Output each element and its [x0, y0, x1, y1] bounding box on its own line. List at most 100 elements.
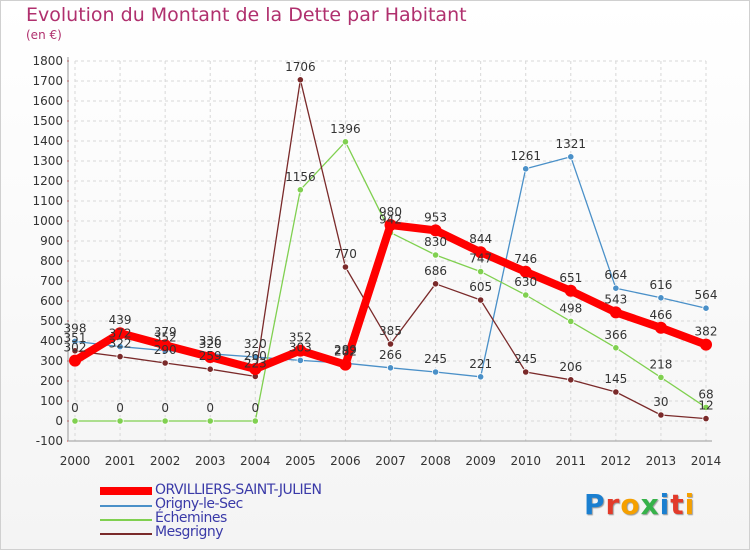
- x-tick-label: 2008: [420, 454, 451, 468]
- y-tick-label: -100: [36, 434, 63, 448]
- data-point: [296, 356, 304, 364]
- y-tick-label: 1100: [32, 194, 63, 208]
- data-label: 352: [154, 331, 177, 345]
- data-label: 0: [116, 401, 124, 415]
- data-label: 259: [199, 349, 222, 363]
- data-label: 351: [64, 331, 87, 345]
- data-point: [477, 267, 485, 276]
- data-label: 616: [649, 278, 672, 292]
- y-axis-ticks: -100 0 100 200 300 400 500 600 700 800 900 1000 1100…: [32, 54, 63, 448]
- data-point: [564, 284, 577, 297]
- data-point: [612, 284, 620, 292]
- data-label: 0: [71, 401, 79, 415]
- proxiti-logo: Proxiti: [584, 488, 695, 521]
- data-label: 439: [109, 313, 132, 327]
- data-point: [477, 373, 485, 381]
- data-point: [567, 376, 575, 384]
- data-label: 1706: [285, 60, 316, 74]
- x-tick-label: 2013: [646, 454, 677, 468]
- data-point: [71, 347, 79, 355]
- data-label: 686: [424, 264, 447, 278]
- data-point: [249, 363, 262, 375]
- series-0: [69, 219, 712, 375]
- series-3: [71, 76, 710, 423]
- data-label: 352: [289, 331, 312, 345]
- data-label: 1156: [285, 170, 316, 184]
- legend-label-orvilliers: ORVILLIERS-SAINT-JULIEN: [155, 482, 322, 498]
- data-point: [429, 224, 442, 237]
- data-point: [522, 368, 530, 376]
- data-point: [296, 76, 304, 84]
- x-tick-label: 2012: [601, 454, 632, 468]
- data-label: 145: [604, 372, 627, 386]
- x-tick-label: 2006: [330, 454, 361, 468]
- data-label: 223: [244, 356, 267, 370]
- data-point: [702, 403, 710, 411]
- data-label: 221: [469, 357, 492, 371]
- data-point: [609, 306, 622, 319]
- data-point: [116, 342, 124, 351]
- y-tick-label: 1400: [32, 134, 63, 148]
- data-point: [251, 417, 259, 425]
- y-tick-label: 300: [40, 354, 63, 368]
- data-label: 302: [64, 341, 87, 355]
- data-label: 630: [514, 275, 537, 289]
- x-tick-label: 2000: [60, 454, 91, 468]
- y-tick-label: 1600: [32, 94, 63, 108]
- data-point: [159, 339, 172, 352]
- y-tick-label: 0: [55, 414, 63, 428]
- data-point: [431, 251, 440, 259]
- data-point: [296, 186, 304, 194]
- logo-letter: r: [605, 488, 621, 521]
- data-label: 830: [424, 235, 447, 249]
- data-point: [612, 388, 620, 396]
- logo-letter: t: [670, 488, 685, 521]
- data-label: 651: [559, 271, 582, 285]
- y-tick-label: 1200: [32, 174, 63, 188]
- data-point: [522, 291, 530, 299]
- data-label: 245: [514, 352, 537, 366]
- data-point: [657, 294, 665, 302]
- data-label: 747: [469, 252, 492, 266]
- data-label: 770: [334, 247, 357, 261]
- logo-letter: x: [640, 488, 660, 521]
- data-label: 942: [379, 213, 402, 227]
- y-tick-label: 100: [40, 394, 63, 408]
- legend-swatch-orvilliers: [100, 487, 152, 495]
- data-point: [386, 340, 395, 348]
- data-point: [522, 165, 530, 173]
- data-point: [69, 354, 81, 367]
- data-label: 543: [604, 292, 627, 306]
- data-label: 366: [604, 328, 627, 342]
- y-tick-label: 500: [40, 314, 63, 328]
- x-axis-ticks: 2000 2001 2002 2003 2004 2005 2006 2007 2008 2009…: [60, 454, 722, 468]
- x-tick-label: 2001: [105, 454, 136, 468]
- data-label: 844: [469, 232, 492, 246]
- legend-label-origny: Origny-le-Sec: [155, 496, 243, 512]
- y-tick-label: 1500: [32, 114, 63, 128]
- x-tick-label: 2005: [285, 454, 316, 468]
- data-label: 303: [289, 340, 312, 354]
- x-tick-label: 2003: [195, 454, 226, 468]
- data-label: 1261: [510, 149, 541, 163]
- data-label: 320: [244, 337, 267, 351]
- y-tick-label: 1300: [32, 154, 63, 168]
- data-point: [657, 411, 665, 419]
- data-point: [161, 417, 169, 425]
- data-point: [702, 304, 710, 312]
- data-label: 290: [154, 343, 177, 357]
- data-point: [386, 364, 395, 372]
- data-point: [700, 338, 712, 351]
- chart-title: Evolution du Montant de la Dette par Hab…: [26, 4, 467, 26]
- y-tick-label: 1800: [32, 54, 63, 68]
- data-label: 498: [559, 301, 582, 315]
- y-tick-label: 400: [40, 334, 63, 348]
- data-label: 0: [251, 401, 259, 415]
- data-label: 30: [653, 395, 668, 409]
- x-tick-label: 2007: [375, 454, 406, 468]
- x-tick-label: 2011: [556, 454, 587, 468]
- data-point: [654, 321, 667, 334]
- x-tick-label: 2014: [691, 454, 722, 468]
- data-point: [71, 417, 79, 425]
